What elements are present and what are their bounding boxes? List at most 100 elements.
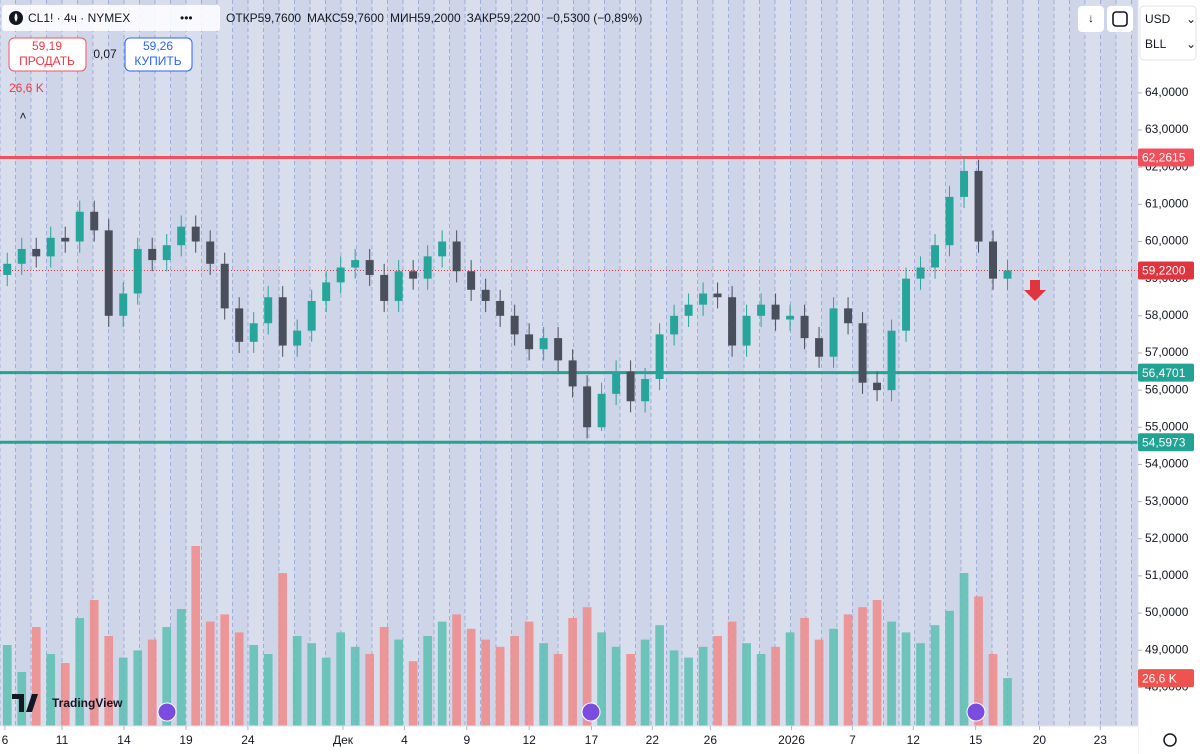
session-band bbox=[310, 0, 326, 726]
x-tick-label: 19 bbox=[179, 733, 193, 747]
volume-bar bbox=[336, 632, 346, 726]
volume-bar bbox=[191, 546, 201, 726]
volume-bar bbox=[408, 661, 418, 726]
x-tick-label: 20 bbox=[1033, 733, 1047, 747]
volume-bar bbox=[713, 636, 722, 726]
candle-body bbox=[336, 267, 345, 283]
level-label-text: 56,4701 bbox=[1142, 366, 1186, 380]
currency-box[interactable] bbox=[1139, 5, 1197, 61]
volume-bar bbox=[31, 627, 41, 726]
volume-bar bbox=[46, 654, 56, 726]
candle-body bbox=[960, 170, 969, 197]
session-band bbox=[775, 0, 791, 726]
candle-body bbox=[119, 293, 128, 316]
event-marker[interactable] bbox=[157, 702, 177, 722]
candle-body bbox=[510, 315, 519, 335]
candle-body bbox=[887, 330, 896, 391]
volume-bar bbox=[104, 636, 114, 726]
level-label-box bbox=[1138, 433, 1194, 452]
scroll-button[interactable] bbox=[1078, 6, 1104, 32]
volume-bar bbox=[481, 639, 490, 726]
volume-bar bbox=[916, 643, 925, 726]
fullscreen-button[interactable] bbox=[1107, 6, 1133, 32]
volume-bar bbox=[669, 650, 679, 726]
volume-bar bbox=[887, 621, 896, 726]
settings-icon[interactable] bbox=[1163, 733, 1177, 747]
volume-layer bbox=[2, 546, 1012, 726]
last-price-label-text: 59,2200 bbox=[1142, 264, 1186, 278]
candle-body bbox=[322, 282, 331, 301]
volume-bar bbox=[582, 607, 592, 726]
y-tick-label: 51,0000 bbox=[1145, 568, 1189, 582]
buy-button[interactable] bbox=[124, 37, 193, 72]
volume-bar bbox=[379, 627, 389, 726]
collapse-toggle[interactable]: ˄ bbox=[19, 109, 26, 123]
volume-bar bbox=[597, 632, 606, 726]
candle-body bbox=[235, 308, 244, 342]
volume-bar bbox=[249, 645, 259, 726]
x-tick-label: 17 bbox=[585, 733, 599, 747]
symbol-box[interactable] bbox=[2, 5, 220, 31]
fullscreen-icon bbox=[1112, 11, 1128, 27]
session-band bbox=[868, 0, 884, 726]
event-marker[interactable] bbox=[581, 702, 601, 722]
volume-bar bbox=[292, 636, 302, 726]
y-tick-label: 63,0000 bbox=[1145, 122, 1189, 136]
x-tick-label: 23 bbox=[1094, 733, 1108, 747]
logo: TradingView bbox=[12, 694, 123, 712]
candle-body bbox=[423, 256, 432, 279]
candle-body bbox=[307, 300, 316, 331]
session-band bbox=[0, 0, 16, 726]
event-marker[interactable] bbox=[966, 702, 986, 722]
candle-body bbox=[800, 315, 809, 339]
session-band bbox=[434, 0, 450, 726]
session-band bbox=[279, 0, 295, 726]
candle-body bbox=[32, 248, 41, 257]
axes: 48,000049,000050,000051,000052,000053,00… bbox=[2, 85, 1194, 747]
buy-price: 59,26 bbox=[143, 39, 173, 53]
volume-bar bbox=[843, 614, 853, 726]
candle-body bbox=[945, 196, 954, 246]
symbol-drop bbox=[14, 13, 18, 22]
session-band bbox=[31, 0, 47, 726]
candle-body bbox=[191, 226, 200, 242]
volume-bar bbox=[626, 654, 635, 726]
volume-bar bbox=[2, 645, 12, 726]
level-label-text: 62,2615 bbox=[1142, 151, 1186, 165]
volume-bar bbox=[321, 657, 331, 726]
session-band bbox=[62, 0, 78, 726]
ohlc-item: ЗАКР59,2200 bbox=[467, 11, 541, 25]
volume-bar bbox=[75, 618, 85, 726]
x-tick-label: 6 bbox=[2, 733, 9, 747]
volume-bar bbox=[988, 654, 998, 726]
scroll-icon: ↓ bbox=[1088, 11, 1094, 25]
x-tick-label: 12 bbox=[522, 733, 536, 747]
y-tick-label: 58,0000 bbox=[1145, 308, 1189, 322]
volume-bar bbox=[307, 643, 317, 726]
candle-body bbox=[699, 293, 708, 305]
x-tick-label: 2026 bbox=[778, 733, 805, 747]
buy-label: КУПИТЬ bbox=[134, 54, 181, 68]
volume-bar bbox=[945, 610, 954, 726]
candle-body bbox=[206, 241, 215, 264]
y-tick-label: 61,0000 bbox=[1145, 197, 1189, 211]
candle-body bbox=[452, 241, 461, 272]
level-label-box bbox=[1138, 148, 1194, 167]
volume-label-box bbox=[1138, 669, 1194, 688]
candle-body bbox=[104, 230, 113, 316]
volume-bar bbox=[800, 618, 809, 726]
y-tick-label: 52,0000 bbox=[1145, 531, 1189, 545]
y-tick-label: 54,0000 bbox=[1145, 457, 1189, 471]
volume-bar bbox=[423, 636, 433, 726]
candle-body bbox=[771, 304, 780, 320]
candle-body bbox=[438, 241, 447, 257]
candle-body bbox=[786, 315, 795, 320]
volume-bar bbox=[611, 646, 621, 726]
sell-button[interactable] bbox=[8, 37, 87, 72]
volume-bar bbox=[553, 654, 563, 726]
volume-bar bbox=[756, 654, 766, 726]
volume-bar bbox=[452, 614, 461, 726]
candle-body bbox=[858, 323, 867, 383]
currency: USD bbox=[1145, 12, 1171, 26]
session-band bbox=[465, 0, 481, 726]
